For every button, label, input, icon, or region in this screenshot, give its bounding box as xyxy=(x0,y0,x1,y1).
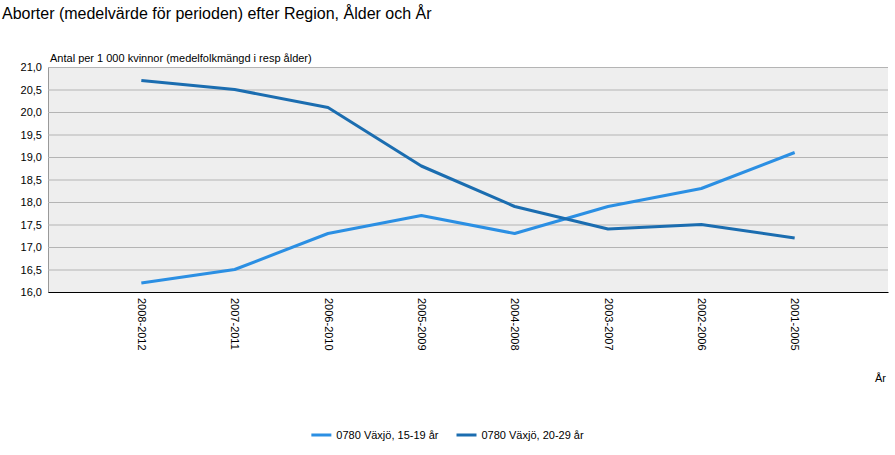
y-tick-label: 19,0 xyxy=(21,151,42,163)
x-tick-label: 2004-2008 xyxy=(509,298,521,351)
x-tick: 2006-2010 xyxy=(323,292,335,351)
x-tick: 2005-2009 xyxy=(416,292,428,351)
grid-line xyxy=(48,270,888,271)
y-tick: 17,0 xyxy=(21,241,888,253)
series-line xyxy=(141,81,794,239)
y-tick: 16,0 xyxy=(21,286,888,298)
x-tick-label: 2008-2012 xyxy=(136,298,148,351)
grid-line xyxy=(48,202,888,203)
y-tick: 18,0 xyxy=(21,196,888,208)
y-tick-label: 17,5 xyxy=(21,219,42,231)
legend-swatch xyxy=(457,434,477,437)
y-axis: 16,0 16,5 17,0 17,5 18,0 18,5 19,0 19,5 20,0 20,5… xyxy=(21,61,888,298)
y-tick-label: 21,0 xyxy=(21,61,42,73)
grid-line xyxy=(48,180,888,181)
grid-line xyxy=(48,90,888,91)
legend-item: 0780 Växjö, 15-19 år xyxy=(311,429,438,441)
y-tick: 21,0 xyxy=(21,61,888,73)
x-tick: 2004-2008 xyxy=(509,292,521,351)
x-tick-label: 2006-2010 xyxy=(323,298,335,351)
x-axis-title: År xyxy=(875,372,886,384)
grid-line xyxy=(48,112,888,113)
plot: 16,0 16,5 17,0 17,5 18,0 18,5 19,0 19,5 20,0 20,5… xyxy=(21,61,889,351)
legend: 0780 Växjö, 15-19 år 0780 Växjö, 20-29 år xyxy=(311,429,584,441)
y-tick-label: 16,0 xyxy=(21,286,42,298)
y-tick-label: 20,5 xyxy=(21,84,42,96)
legend-swatch xyxy=(311,434,331,437)
legend-item: 0780 Växjö, 20-29 år xyxy=(457,429,584,441)
series-line xyxy=(141,153,794,284)
legend-label: 0780 Växjö, 20-29 år xyxy=(482,429,584,441)
y-axis-title: Antal per 1 000 kvinnor (medelfolkmängd … xyxy=(50,52,312,64)
x-axis-line xyxy=(49,292,889,293)
x-axis: 2008-2012 2007-2011 2006-2010 2005-2009 2004… xyxy=(49,292,889,351)
y-tick-label: 19,5 xyxy=(21,129,42,141)
x-tick-label: 2007-2011 xyxy=(229,298,241,350)
x-tick-label: 2005-2009 xyxy=(416,298,428,351)
y-tick: 19,5 xyxy=(21,129,888,141)
chart: Aborter (medelvärde för perioden) efter … xyxy=(0,0,895,455)
grid-line xyxy=(48,67,888,68)
title: Aborter (medelvärde för perioden) efter … xyxy=(2,4,432,22)
x-tick-label: 2001-2005 xyxy=(789,298,801,351)
lines xyxy=(141,81,794,284)
x-tick: 2003-2007 xyxy=(603,292,615,351)
x-tick: 2001-2005 xyxy=(789,292,801,351)
x-tick: 2008-2012 xyxy=(136,292,148,351)
x-tick-label: 2002-2006 xyxy=(696,298,708,351)
y-tick: 17,5 xyxy=(21,219,888,231)
grid-line xyxy=(48,135,888,136)
x-tick: 2002-2006 xyxy=(696,292,708,351)
grid-line xyxy=(48,247,888,248)
y-tick-label: 18,5 xyxy=(21,174,42,186)
y-tick-label: 17,0 xyxy=(21,241,42,253)
grid-line xyxy=(48,292,888,293)
plot-background xyxy=(48,67,888,292)
y-tick: 16,5 xyxy=(21,264,888,276)
y-tick-label: 16,5 xyxy=(21,264,42,276)
legend-label: 0780 Växjö, 15-19 år xyxy=(336,429,438,441)
x-tick-label: 2003-2007 xyxy=(603,298,615,351)
grid-line xyxy=(48,157,888,158)
y-tick: 19,0 xyxy=(21,151,888,163)
y-tick-label: 20,0 xyxy=(21,106,42,118)
y-tick: 20,5 xyxy=(21,84,888,96)
x-tick: 2007-2011 xyxy=(229,292,241,350)
y-tick-label: 18,0 xyxy=(21,196,42,208)
y-tick: 20,0 xyxy=(21,106,888,118)
